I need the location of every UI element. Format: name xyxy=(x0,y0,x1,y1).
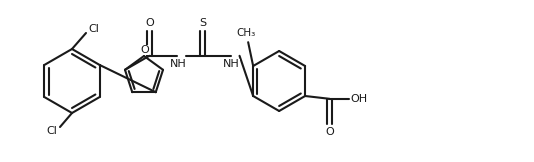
Text: CH₃: CH₃ xyxy=(237,28,256,38)
Text: O: O xyxy=(145,18,154,28)
Text: O: O xyxy=(140,45,150,55)
Text: Cl: Cl xyxy=(46,126,58,136)
Text: Cl: Cl xyxy=(89,24,99,34)
Text: NH: NH xyxy=(223,59,240,69)
Text: S: S xyxy=(199,18,206,28)
Text: NH: NH xyxy=(170,59,187,69)
Text: O: O xyxy=(325,127,334,137)
Text: OH: OH xyxy=(350,94,367,104)
